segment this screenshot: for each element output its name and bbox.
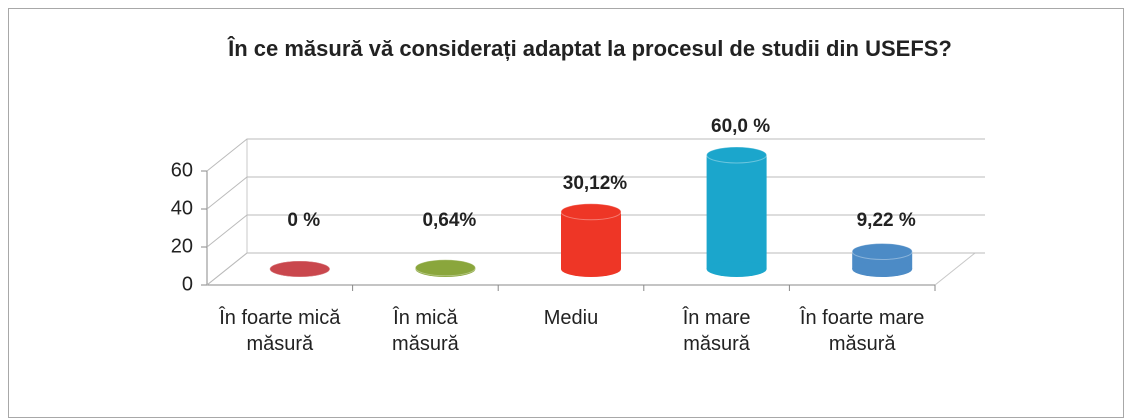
value-label: 0 % [287, 210, 320, 231]
x-tick-label: În foarte mare măsură [799, 307, 925, 355]
bar-body [561, 211, 621, 269]
chart-title: În ce măsură vă considerați adaptat la p… [228, 36, 952, 61]
value-label: 0,64% [422, 210, 476, 231]
bar-top [269, 260, 331, 278]
bar-top [706, 146, 768, 164]
value-label: 30,12% [563, 173, 628, 194]
bar-top [851, 242, 913, 260]
x-tick-label: În mare măsură [682, 307, 751, 355]
bar-top [414, 259, 476, 277]
bar [851, 242, 913, 277]
x-tick-label: Mediu [543, 307, 599, 329]
bar [414, 259, 476, 277]
y-tick-label: 40 [171, 197, 193, 219]
chart: 0 20 40 60 0 % 0,64% 30,12% 60,0 % 9,22 % [171, 116, 985, 295]
value-label: 9,22 % [857, 210, 916, 231]
bar [560, 203, 622, 277]
bar-base [561, 261, 621, 277]
value-label: 60,0 % [711, 116, 770, 137]
x-tick-label: În mică măsură [392, 307, 459, 355]
bar [269, 260, 331, 278]
y-tick-label: 0 [182, 273, 193, 295]
x-tick-label: În foarte mică măsură [219, 307, 341, 355]
page: În ce măsură vă considerați adaptat la p… [8, 8, 1124, 418]
y-tick-label: 60 [171, 159, 193, 181]
bar [706, 146, 768, 277]
y-tick-label: 20 [171, 235, 193, 257]
bar-body [706, 155, 767, 269]
bar-base [706, 261, 767, 277]
bar-top [560, 203, 622, 221]
bar-base [852, 261, 913, 277]
grid-line [206, 138, 985, 172]
